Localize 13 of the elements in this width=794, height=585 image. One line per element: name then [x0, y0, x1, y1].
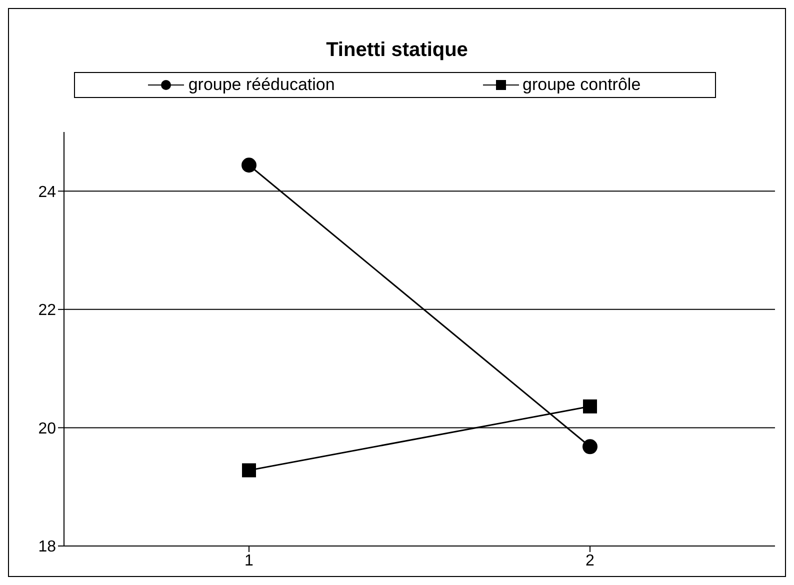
chart-title: Tinetti statique	[325, 39, 469, 62]
y-tick-label: 22	[38, 302, 56, 320]
legend-label: groupe rééducation	[187, 75, 335, 95]
y-tick-label: 20	[38, 420, 56, 438]
y-tick-label: 18	[38, 538, 56, 556]
x-tick-label: 1	[244, 552, 254, 570]
x-tick-label: 2	[586, 552, 595, 570]
point	[242, 158, 256, 173]
legend-label: groupe contrôle	[522, 75, 641, 95]
y-tick-label: 24	[38, 184, 56, 201]
point	[242, 463, 256, 478]
point	[583, 399, 597, 414]
point	[582, 439, 598, 454]
